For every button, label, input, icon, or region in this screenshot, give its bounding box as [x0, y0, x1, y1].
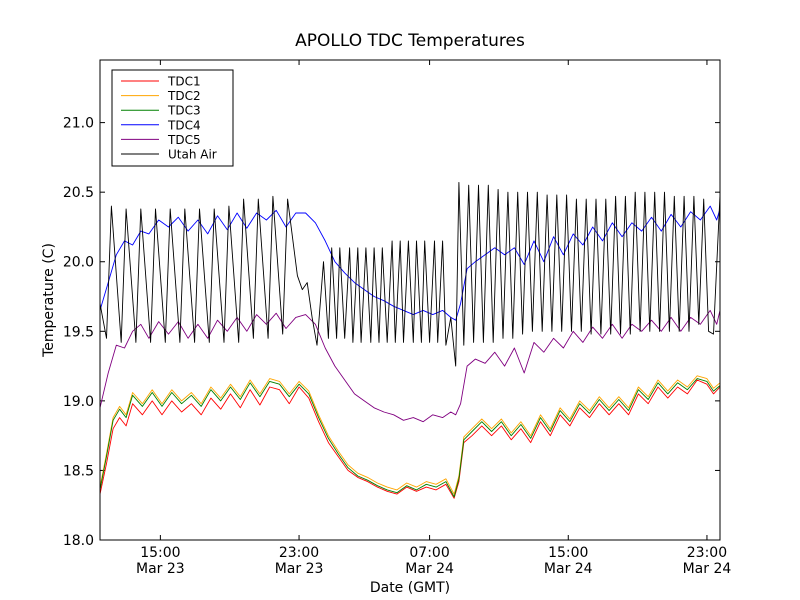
legend-label-tdc5: TDC5 — [167, 133, 201, 147]
y-tick-label: 20.0 — [63, 255, 94, 271]
x-tick-time-label: 15:00 — [140, 545, 180, 561]
x-axis-label: Date (GMT) — [370, 580, 450, 596]
legend-label-utah-air: Utah Air — [168, 148, 217, 162]
y-tick-label: 21.0 — [63, 116, 94, 132]
y-tick-label: 19.5 — [63, 324, 94, 340]
x-tick-date-label: Mar 24 — [405, 561, 454, 577]
x-tick-date-label: Mar 24 — [544, 561, 593, 577]
series-line-utah-air — [100, 181, 720, 367]
legend-label-tdc2: TDC2 — [167, 89, 201, 103]
series-lines — [100, 181, 720, 499]
y-tick-label: 19.0 — [63, 394, 94, 410]
chart-title: APOLLO TDC Temperatures — [295, 31, 525, 51]
x-tick-date-label: Mar 23 — [275, 561, 324, 577]
plot-frame — [99, 59, 721, 541]
x-tick-time-label: 23:00 — [279, 545, 319, 561]
legend-box — [111, 69, 234, 167]
y-tick-label: 20.5 — [63, 185, 94, 201]
y-tick-label: 18.5 — [63, 463, 94, 479]
legend-label-tdc1: TDC1 — [167, 75, 201, 89]
series-line-tdc1 — [100, 379, 720, 499]
x-tick-time-label: 23:00 — [687, 545, 727, 561]
x-tick-time-label: 15:00 — [548, 545, 588, 561]
x-tick-date-label: Mar 24 — [683, 561, 732, 577]
x-tick-time-label: 07:00 — [409, 545, 449, 561]
x-tick-date-label: Mar 23 — [136, 561, 185, 577]
legend-label-tdc3: TDC3 — [167, 104, 201, 118]
series-line-tdc4 — [100, 205, 720, 321]
series-line-tdc2 — [100, 375, 720, 495]
series-line-tdc3 — [100, 378, 720, 498]
legend-label-tdc4: TDC4 — [167, 118, 201, 132]
series-line-tdc5 — [100, 309, 720, 423]
y-tick-label: 18.0 — [63, 533, 94, 549]
y-axis-label: Temperature (C) — [41, 243, 57, 358]
